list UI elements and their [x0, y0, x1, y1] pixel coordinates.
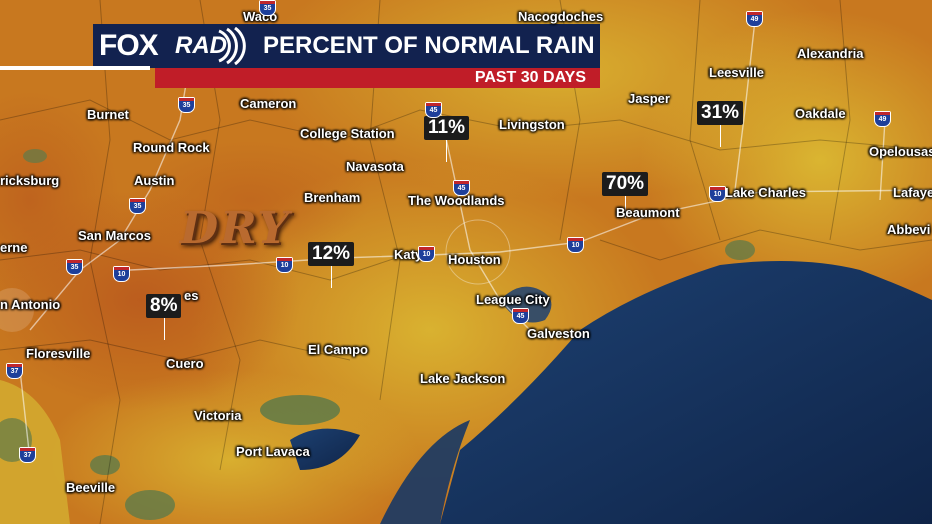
- dry-overlay-label: DRY: [180, 203, 291, 254]
- city-label: Lake Charles: [725, 185, 806, 200]
- city-label: Houston: [448, 252, 501, 267]
- foxrad-logo: FOX RAD: [93, 24, 255, 68]
- city-label: El Campo: [308, 342, 368, 357]
- city-label: Abbevi: [887, 222, 931, 237]
- city-label: Floresville: [26, 346, 91, 361]
- city-label: Leesville: [709, 65, 764, 80]
- interstate-shield-icon: 10: [709, 186, 726, 202]
- logo-rad-text: RAD: [175, 32, 227, 59]
- interstate-shield-icon: 45: [453, 180, 470, 196]
- interstate-shield-icon: 49: [746, 11, 763, 27]
- title-bar: PERCENT OF NORMAL RAIN: [255, 24, 600, 68]
- city-label: n Antonio: [0, 297, 61, 312]
- interstate-shield-icon: 37: [19, 447, 36, 463]
- header-rule: [0, 66, 150, 70]
- city-label: Livingston: [499, 117, 565, 132]
- percent-label: 11%: [424, 116, 469, 162]
- city-label: Galveston: [527, 326, 590, 341]
- city-label: Beaumont: [616, 205, 680, 220]
- interstate-shield-icon: 35: [259, 0, 276, 16]
- city-label: Alexandria: [797, 46, 864, 61]
- graphic-header: FOX RAD PERCENT OF NORMAL RAIN PAST 30 D…: [93, 24, 600, 88]
- city-label: Austin: [134, 173, 175, 188]
- logo-fox-text: FOX: [99, 29, 159, 62]
- interstate-shield-icon: 10: [418, 246, 435, 262]
- map-subtitle: PAST 30 DAYS: [474, 69, 586, 86]
- city-label: ricksburg: [0, 173, 60, 188]
- city-label: erne: [0, 240, 28, 255]
- interstate-shield-icon: 10: [113, 266, 130, 282]
- interstate-shield-icon: 37: [6, 363, 23, 379]
- city-label: The Woodlands: [408, 193, 505, 208]
- city-label: Oakdale: [795, 106, 846, 121]
- city-label: College Station: [300, 126, 395, 141]
- city-label: Port Lavaca: [236, 444, 310, 459]
- city-label: Victoria: [194, 408, 242, 423]
- interstate-shield-icon: 35: [66, 259, 83, 275]
- city-label: Beeville: [66, 480, 116, 495]
- city-label: Jasper: [628, 91, 670, 106]
- city-label: Navasota: [346, 159, 404, 174]
- city-label: San Marcos: [78, 228, 151, 243]
- city-label: Lafaye: [893, 185, 932, 200]
- interstate-shield-icon: 10: [567, 237, 584, 253]
- subtitle-bar: PAST 30 DAYS: [155, 68, 600, 88]
- map-title: PERCENT OF NORMAL RAIN: [263, 32, 595, 59]
- interstate-shield-icon: 49: [874, 111, 891, 127]
- city-label: Opelousas: [869, 144, 932, 159]
- interstate-shield-icon: 10: [276, 257, 293, 273]
- city-label: Lake Jackson: [420, 371, 506, 386]
- city-label: Nacogdoches: [518, 9, 604, 24]
- radar-waves-icon: [218, 27, 246, 65]
- percent-label: 70%: [602, 172, 649, 218]
- city-label: es: [184, 288, 199, 303]
- city-label: Katy: [394, 247, 423, 262]
- interstate-shield-icon: 45: [425, 102, 442, 118]
- interstate-shield-icon: 45: [512, 308, 529, 324]
- city-label: Burnet: [87, 107, 129, 122]
- city-label: Round Rock: [133, 140, 210, 155]
- city-label: Cuero: [166, 356, 204, 371]
- percent-label: 31%: [697, 101, 744, 147]
- percent-label: 12%: [308, 242, 355, 288]
- city-label: Cameron: [240, 96, 297, 111]
- percent-label: 8%: [146, 294, 182, 340]
- city-label: League City: [476, 292, 550, 307]
- interstate-shield-icon: 35: [129, 198, 146, 214]
- interstate-shield-icon: 35: [178, 97, 195, 113]
- city-label: Brenham: [304, 190, 361, 205]
